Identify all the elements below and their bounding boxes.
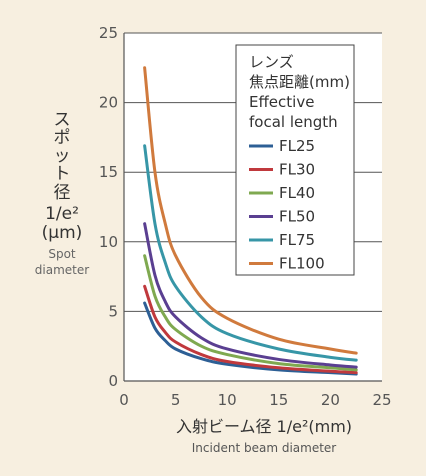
series-line-fl30 [143, 284, 358, 375]
y-label-char-2: ポ [54, 128, 71, 148]
x-tick-label-3: 15 [269, 391, 288, 409]
y-label-unit-1: 1/e² [45, 204, 79, 224]
legend-title-line-1: レンズ [249, 53, 294, 71]
y-tick-label-5: 25 [99, 24, 118, 42]
y-tick-label-1: 5 [108, 302, 118, 320]
legend: レンズ 焦点距離(mm) Effective focal length FL25… [235, 44, 355, 276]
legend-label-fl40: FL40 [279, 184, 315, 202]
y-tick-label-4: 20 [99, 94, 118, 112]
legend-title-line-4: focal length [249, 113, 338, 131]
legend-label-fl25: FL25 [279, 137, 315, 155]
x-tick-label-0: 0 [119, 391, 129, 409]
legend-title-line-3: Effective [249, 93, 314, 111]
y-label-char-5: 径 [54, 183, 71, 203]
y-label-char-4: ト [54, 164, 71, 184]
series-lines [143, 66, 358, 376]
y-label-char-1: ス [54, 110, 71, 130]
tick-labels: 0 5 10 15 20 25 0 5 10 15 20 25 [99, 24, 392, 409]
x-axis-label: 入射ビーム径 1/e²(mm) [176, 417, 352, 436]
series-line-fl25 [143, 301, 358, 376]
y-label-unit-2: (μm) [42, 223, 83, 243]
legend-label-fl75: FL75 [279, 231, 315, 249]
y-tick-label-2: 10 [99, 233, 118, 251]
legend-box [235, 44, 355, 276]
legend-title-line-2: 焦点距離(mm) [249, 73, 350, 91]
series-line-fl50 [143, 222, 358, 369]
x-tick-label-5: 25 [372, 391, 391, 409]
series-line-fl100 [143, 66, 358, 355]
legend-label-fl30: FL30 [279, 161, 315, 179]
y-axis-label: ス ポ ッ ト 径 1/e² (μm) Spot diameter [35, 110, 89, 277]
series-line-fl40 [143, 254, 358, 372]
x-tick-label-1: 5 [171, 391, 181, 409]
y-label-char-3: ッ [54, 146, 71, 166]
legend-label-fl100: FL100 [279, 255, 325, 273]
x-tick-label-4: 20 [321, 391, 340, 409]
series-line-fl75 [143, 144, 358, 362]
y-label-en-1: Spot [48, 247, 76, 261]
x-axis-label-en: Incident beam diameter [192, 441, 337, 455]
legend-items: FL25 FL30 FL40 FL50 FL75 FL100 [249, 137, 325, 273]
legend-label-fl50: FL50 [279, 208, 315, 226]
y-label-en-2: diameter [35, 263, 89, 277]
y-tick-label-3: 15 [99, 163, 118, 181]
y-tick-label-0: 0 [108, 372, 118, 390]
axes [123, 33, 382, 382]
x-tick-label-2: 10 [218, 391, 237, 409]
